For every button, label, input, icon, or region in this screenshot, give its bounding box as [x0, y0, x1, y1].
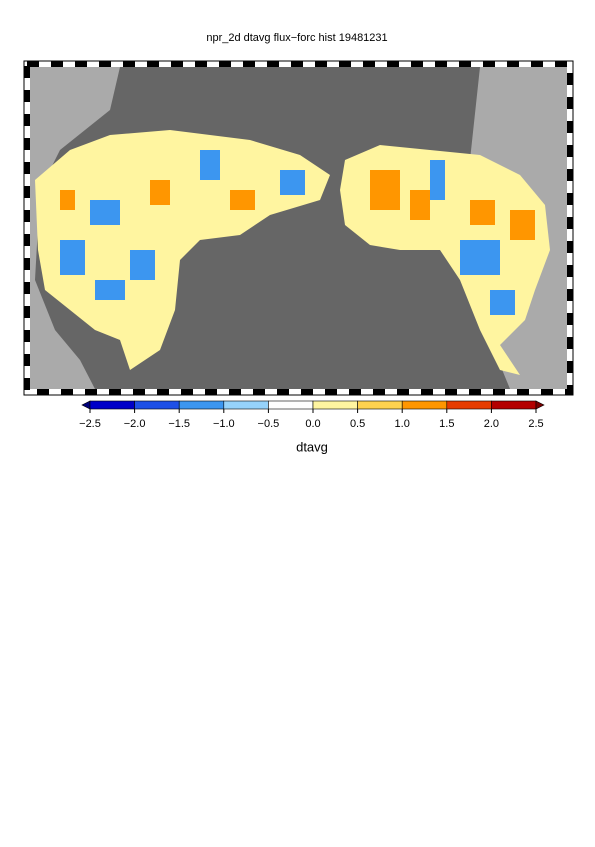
tick-label: 2.5 — [528, 418, 543, 430]
colorbar-segment — [268, 400, 314, 410]
tick-label: 1.5 — [439, 418, 454, 430]
colorbar-segment — [401, 400, 448, 410]
colorbar-segment — [178, 400, 225, 410]
map — [23, 60, 574, 396]
tick-label: 1.0 — [395, 418, 410, 430]
colorbar-segment — [89, 400, 135, 410]
chart-title: npr_2d dtavg flux−forc hist 19481231 — [206, 32, 387, 44]
colorbar-segment — [312, 400, 358, 410]
colorbar-segment — [223, 400, 269, 410]
colorbar-over — [535, 400, 545, 410]
tick-label: −0.5 — [258, 418, 280, 430]
colorbar-segment — [357, 400, 403, 410]
colorbar-segment — [491, 400, 537, 410]
tick-label: −2.0 — [124, 418, 146, 430]
tick-label: −2.5 — [79, 418, 101, 430]
data-field — [60, 150, 515, 315]
tick-label: 2.0 — [484, 418, 499, 430]
colorbar-segment — [134, 400, 180, 410]
data-field — [35, 130, 330, 370]
colorbar-segment — [446, 400, 492, 410]
tick-label: 0.0 — [305, 418, 320, 430]
tick-label: −1.5 — [168, 418, 190, 430]
data-field — [60, 170, 535, 240]
map-border — [24, 61, 573, 395]
colorbar-label: dtavg — [296, 439, 328, 454]
tick-label: −1.0 — [213, 418, 235, 430]
land — [30, 67, 120, 389]
colorbar-under — [81, 400, 91, 410]
tick-label: 0.5 — [350, 418, 365, 430]
